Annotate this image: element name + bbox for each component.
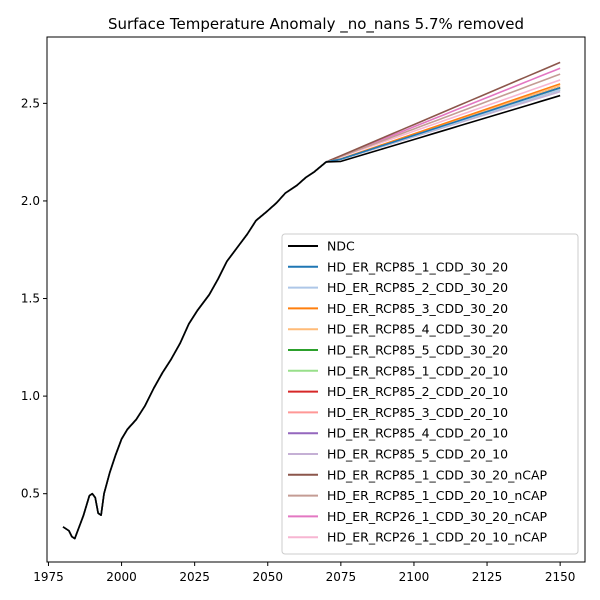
legend-label-0: NDC (327, 239, 355, 254)
y-axis: 0.5 1.0 1.5 2.0 2.5 (21, 96, 47, 501)
x-tick-label: 2025 (179, 570, 210, 584)
y-tick-label: 1.5 (21, 292, 40, 306)
legend-label-11: HD_ER_RCP85_1_CDD_30_20_nCAP (327, 467, 548, 482)
legend-label-9: HD_ER_RCP85_4_CDD_20_10 (327, 426, 508, 441)
plot-area (62, 61, 561, 540)
x-tick-label: 2000 (106, 570, 137, 584)
legend-label-1: HD_ER_RCP85_1_CDD_30_20 (327, 259, 508, 274)
legend-label-10: HD_ER_RCP85_5_CDD_20_10 (327, 447, 508, 462)
x-tick-label: 2125 (472, 570, 503, 584)
x-tick-label: 2100 (399, 570, 430, 584)
y-tick-label: 2.5 (21, 96, 40, 110)
legend-label-13: HD_ER_RCP26_1_CDD_30_20_nCAP (327, 509, 548, 524)
legend-box (281, 233, 579, 555)
x-tick-label: 2150 (545, 570, 576, 584)
y-tick-label: 2.0 (21, 194, 40, 208)
y-tick-label: 1.0 (21, 389, 40, 403)
x-tick-label: 2050 (252, 570, 283, 584)
legend: NDC HD_ER_RCP85_1_CDD_30_20 HD_ER_RCP85_2_… (281, 233, 579, 555)
legend-label-3: HD_ER_RCP85_3_CDD_30_20 (327, 301, 508, 316)
legend-label-4: HD_ER_RCP85_4_CDD_30_20 (327, 322, 508, 337)
x-tick-label: 1975 (33, 570, 64, 584)
axes-frame (46, 36, 586, 563)
legend-label-6: HD_ER_RCP85_1_CDD_20_10 (327, 363, 508, 378)
legend-label-5: HD_ER_RCP85_5_CDD_30_20 (327, 343, 508, 358)
legend-label-8: HD_ER_RCP85_3_CDD_20_10 (327, 405, 508, 420)
chart-title: Surface Temperature Anomaly _no_nans 5.7… (108, 15, 524, 34)
y-tick-label: 0.5 (21, 487, 40, 501)
x-axis: 1975 2000 2025 2050 2075 2100 2125 2150 (33, 562, 575, 584)
x-tick-label: 2075 (326, 570, 357, 584)
series-line-0 (62, 94, 561, 540)
legend-label-14: HD_ER_RCP26_1_CDD_20_10_nCAP (327, 530, 548, 545)
legend-label-7: HD_ER_RCP85_2_CDD_20_10 (327, 384, 508, 399)
legend-label-12: HD_ER_RCP85_1_CDD_20_10_nCAP (327, 488, 548, 503)
legend-label-2: HD_ER_RCP85_2_CDD_30_20 (327, 280, 508, 295)
